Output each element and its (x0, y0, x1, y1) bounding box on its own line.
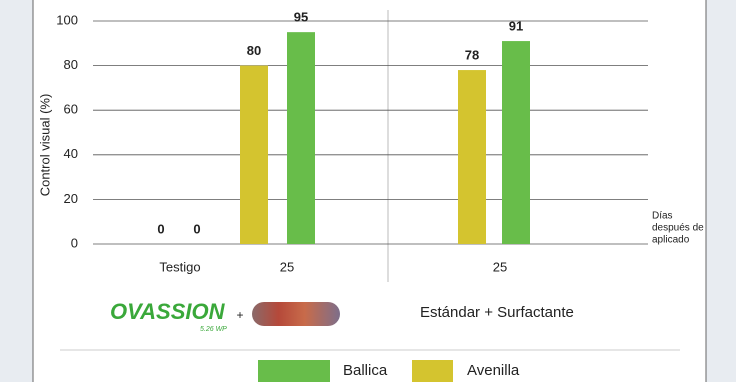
panel (33, 0, 706, 382)
y-tick-label: 60 (64, 102, 78, 117)
x-annotation: Días (652, 211, 673, 222)
value-label: 95 (294, 10, 308, 25)
y-tick-label: 100 (56, 12, 78, 27)
standard-treatment: Estándar + Surfactante (420, 304, 574, 321)
y-tick-label: 80 (64, 57, 78, 72)
plus-sign: + (236, 308, 243, 322)
legend-swatch (412, 360, 453, 382)
x-tick-label: 25 (280, 259, 294, 274)
value-label: 80 (247, 43, 261, 58)
y-axis-label: Control visual (%) (37, 94, 52, 197)
blurred-product-image (252, 302, 340, 326)
bar (502, 41, 530, 244)
x-annotation: después de (652, 223, 704, 234)
legend-label: Ballica (343, 362, 388, 379)
product-logo: OVASSION (110, 299, 226, 324)
bar (240, 65, 268, 244)
value-label: 0 (193, 221, 200, 236)
y-tick-label: 20 (64, 191, 78, 206)
x-tick-label: Testigo (159, 259, 200, 274)
value-label: 78 (465, 47, 479, 62)
legend-swatch (258, 360, 330, 382)
value-label: 0 (157, 221, 164, 236)
y-tick-label: 40 (64, 146, 78, 161)
value-label: 91 (509, 19, 523, 34)
product-formulation: 5.26 WP (200, 326, 227, 333)
x-annotation: aplicado (652, 235, 690, 246)
y-tick-label: 0 (71, 235, 78, 250)
bar (458, 70, 486, 244)
legend-label: Avenilla (467, 362, 520, 379)
bar (287, 32, 315, 245)
x-tick-label: 25 (493, 259, 507, 274)
